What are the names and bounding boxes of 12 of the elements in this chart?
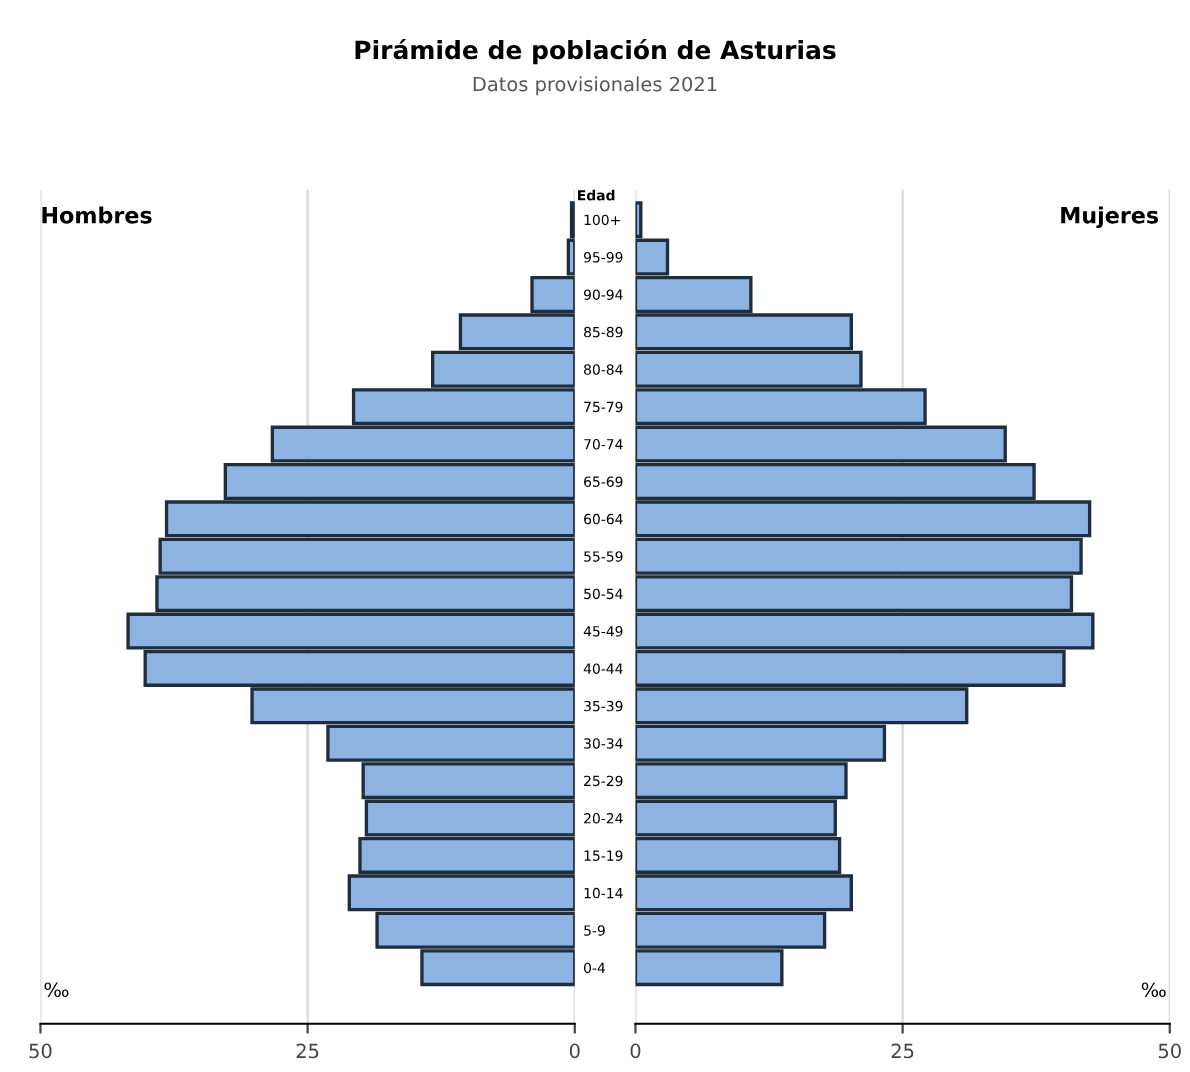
text: Hombres bbox=[42, 206, 152, 224]
x-tick-label: 25 bbox=[296, 1043, 319, 1059]
x-tick-label: 0 bbox=[569, 1043, 580, 1059]
chart-subtitle: Datos provisionales 2021 bbox=[473, 76, 717, 96]
x-axis-title: ‰ bbox=[1141, 982, 1166, 998]
text: Mujeres bbox=[1061, 206, 1159, 229]
x-tick-label: 0 bbox=[630, 1043, 641, 1059]
x-axis-title: ‰ bbox=[44, 982, 69, 998]
chart-title: Pirámide de población de Asturias bbox=[355, 38, 836, 65]
x-tick-label: 50 bbox=[1158, 1043, 1181, 1059]
x-tick-label: 25 bbox=[891, 1043, 914, 1059]
x-tick-label: 50 bbox=[29, 1043, 52, 1059]
